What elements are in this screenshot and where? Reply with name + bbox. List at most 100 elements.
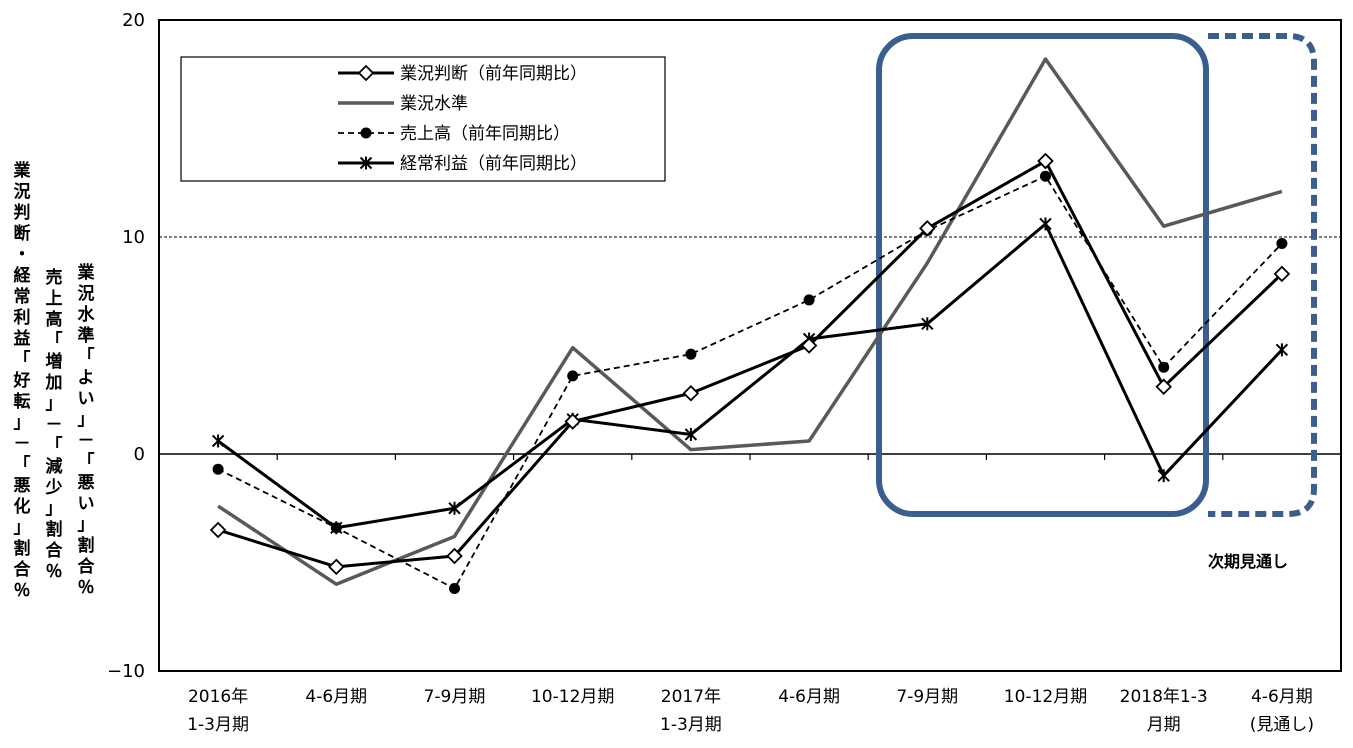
y-axis-label-char: 「: [78, 346, 95, 367]
y-axis-label-char: 」: [46, 499, 63, 519]
y-axis-label-char: 」: [46, 394, 63, 414]
x-tick-label-line: 7-9月期: [424, 687, 486, 707]
x-tick-label: 4-6月期: [305, 687, 367, 707]
series-point: [1275, 343, 1289, 357]
y-axis-label-char: 業: [78, 262, 95, 283]
y-axis-label-char: 悪: [14, 476, 31, 496]
y-axis-label-char: 業: [14, 160, 31, 181]
series-point: [684, 427, 698, 441]
x-tick-label: 7-9月期: [424, 687, 486, 707]
x-tick-label-line: (見通し): [1250, 715, 1314, 735]
y-axis-label-char: 合: [14, 559, 32, 580]
y-axis-label-char: 況: [14, 181, 31, 202]
y-axis-label-char: 益: [14, 328, 31, 349]
y-axis-label-char: 経: [14, 265, 32, 286]
series-point: [1155, 378, 1172, 396]
x-tick-label-line: 月期: [1147, 715, 1181, 735]
x-tick-label-line: 10-12月期: [1004, 687, 1087, 707]
series-point: [803, 294, 815, 306]
x-tick-label-line: 1-3月期: [187, 715, 249, 735]
y-axis-label-char: 利: [14, 307, 31, 328]
y-axis-label-char: 準: [78, 325, 95, 346]
y-axis-label-char: 「: [46, 435, 63, 456]
x-tick-label: 10-12月期: [531, 687, 614, 707]
y-axis-label: 業況判断・経常利益「好転」－「悪化」割合％: [13, 160, 32, 601]
series-point: [1158, 361, 1170, 373]
y-axis-label-char: －: [14, 434, 31, 454]
series-point: [328, 558, 345, 576]
forecast-annotation: 次期見通し: [1208, 552, 1288, 571]
legend-marker: [359, 156, 373, 170]
y-axis-label-char: 合: [46, 540, 64, 561]
y-tick-label: 20: [122, 10, 145, 31]
y-axis-label-char: ・: [14, 245, 31, 265]
x-tick-label-line: 4-6月期: [778, 687, 840, 707]
x-tick-label: 2016年 1-3月期: [187, 687, 249, 735]
y-axis-label-char: 水: [78, 304, 96, 325]
legend-label: 業況水準: [400, 94, 468, 114]
legend-label: 経常利益（前年同期比）: [400, 154, 587, 174]
x-tick-label: 7-9月期: [896, 687, 958, 707]
legend-label: 売上高（前年同期比）: [400, 124, 570, 144]
y-axis-label-char: 増: [46, 351, 63, 372]
x-tick-label-line: 4-6月期: [305, 687, 367, 707]
y-axis-label-char: 上: [46, 289, 63, 309]
series-point: [209, 521, 227, 539]
y-axis-label-char: 悪: [78, 473, 95, 493]
x-tick-label-line: 7-9月期: [896, 687, 958, 707]
y-axis-label-char: 況: [78, 283, 95, 304]
y-axis-label-char: 」: [78, 410, 95, 430]
y-axis-label-char: い: [78, 389, 95, 409]
y-axis-label-char: 好: [13, 370, 31, 391]
x-tick-label-line: 4-6月期: [1251, 687, 1313, 707]
y-axis-label-char: ％: [46, 562, 63, 582]
series-point: [1039, 217, 1052, 231]
x-tick-label: 2018年1-3 月期: [1120, 687, 1208, 735]
legend-box: [180, 56, 666, 182]
series-line: [217, 222, 1283, 530]
series-point: [211, 434, 225, 448]
y-axis-label-char: 化: [14, 496, 31, 517]
series-point: [1273, 265, 1291, 283]
y-axis-label-char: 判: [14, 203, 31, 223]
y-axis-label-char: い: [78, 494, 95, 514]
y-axis-label-char: 少: [45, 478, 63, 498]
y-tick-label: 0: [134, 444, 145, 465]
series-point: [1037, 152, 1054, 170]
y-axis-label-char: よ: [78, 368, 95, 388]
y-axis-label-char: 売: [46, 267, 63, 288]
series-point: [448, 501, 461, 515]
y-axis-label-char: 」: [78, 515, 95, 535]
y-axis-label-char: 減: [46, 456, 63, 477]
forecast-highlight-box: [1208, 33, 1317, 517]
series-point: [1276, 238, 1288, 250]
x-tick-label-line: 1-3月期: [660, 715, 722, 735]
y-axis-label-char: 常: [14, 286, 31, 307]
x-tick-label: 2017年 1-3月期: [660, 687, 722, 735]
x-tick-label-line: 2017年: [661, 687, 721, 707]
y-axis-label: 売上高「増加」－「減少」割合％: [45, 267, 64, 582]
x-tick-label: 10-12月期: [1004, 687, 1087, 707]
plot-area: [158, 19, 1342, 672]
y-axis-label-char: 合: [78, 556, 96, 577]
legend-marker: [357, 64, 375, 82]
y-axis-label: 業況水準「よい」－「悪い」割合％: [78, 262, 96, 598]
series-point: [449, 583, 460, 595]
series-point: [919, 220, 936, 237]
x-tick-label-line: 10-12月期: [531, 687, 614, 707]
legend-label: 業況判断（前年同期比）: [400, 64, 587, 84]
y-axis-label-char: 「: [78, 451, 95, 472]
x-tick-label: 4-6月期: [778, 687, 840, 707]
series-point: [1157, 469, 1170, 483]
y-axis-label-char: 割: [78, 535, 95, 556]
y-axis-label-char: 転: [14, 391, 31, 412]
x-tick-label: 4-6月期 (見通し): [1250, 687, 1314, 735]
y-tick-label: 10: [122, 227, 145, 248]
series-line: [217, 175, 1283, 590]
series-point: [564, 413, 581, 430]
y-axis-label-char: ％: [14, 581, 31, 601]
series-point: [446, 547, 463, 565]
x-tick-label-line: 2016年: [188, 687, 248, 707]
